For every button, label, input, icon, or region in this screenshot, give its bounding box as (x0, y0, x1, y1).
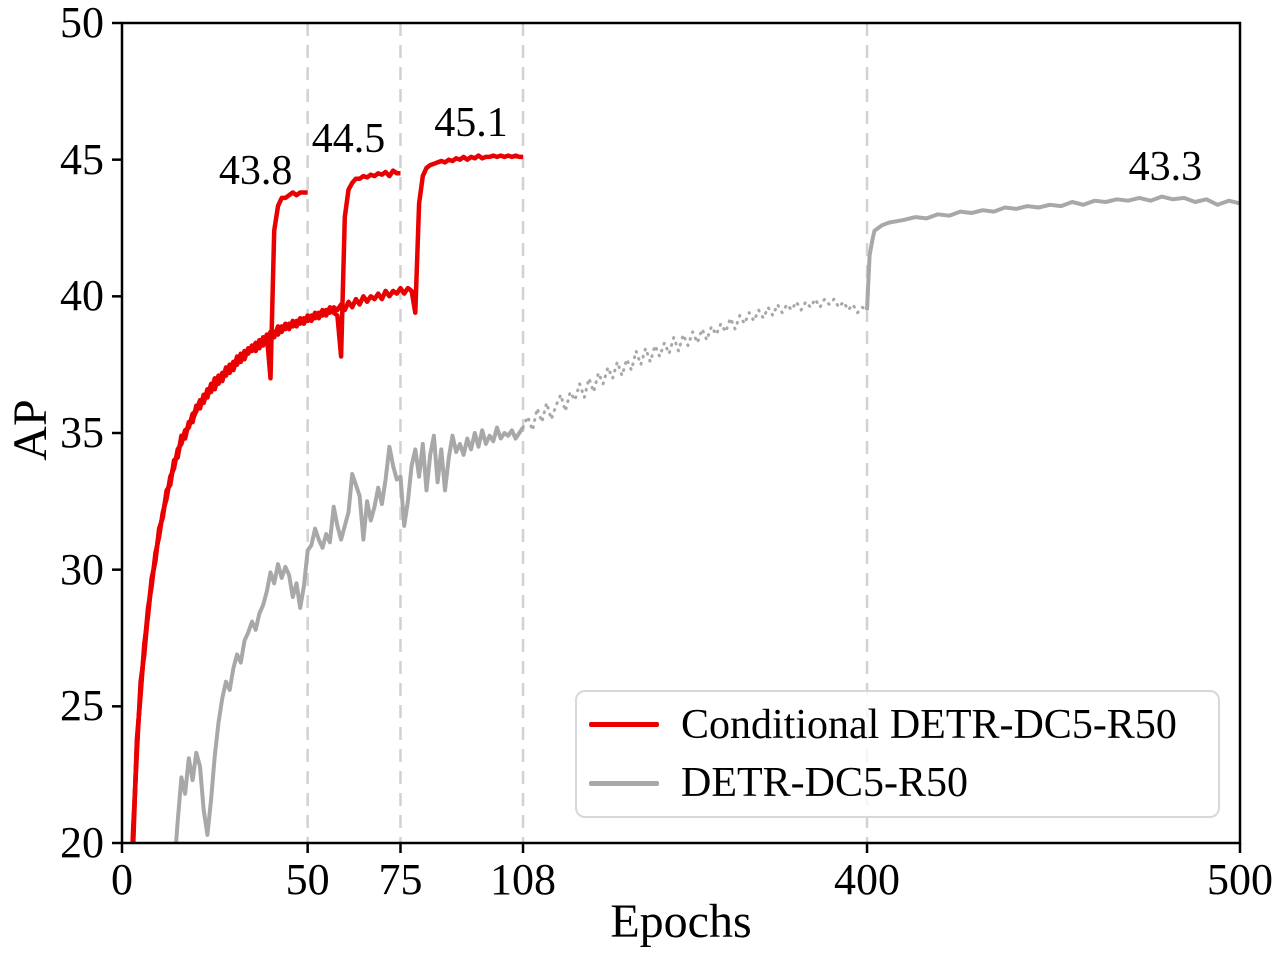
series-path-2-red (131, 153, 523, 843)
y-tick-label-50: 50 (60, 0, 104, 47)
y-tick-label-35: 35 (60, 408, 104, 457)
x-axis-label: Epochs (610, 895, 752, 948)
y-tick-label-40: 40 (60, 271, 104, 321)
red-line-sample-icon (589, 722, 659, 728)
y-tick-label-25: 25 (60, 681, 104, 731)
annotation-43.3: 43.3 (1128, 143, 1203, 190)
x-tick-label-400: 400 (834, 855, 901, 904)
x-tick-label-75: 75 (378, 855, 423, 904)
x-tick-label-50: 50 (285, 855, 330, 904)
legend-entry-detr: DETR-DC5-R50 (577, 755, 1218, 811)
y-axis-label: AP (4, 399, 57, 461)
series-path-3-gray (174, 425, 525, 843)
annotation-43.8: 43.8 (218, 147, 293, 194)
y-tick-label-30: 30 (60, 544, 104, 594)
gray-line-sample-icon (589, 780, 659, 786)
x-tick-label-108: 108 (490, 855, 557, 904)
y-tick-label-45: 45 (60, 134, 104, 184)
x-tick-label-500: 500 (1207, 855, 1273, 904)
x-tick-label-0: 0 (111, 855, 133, 904)
series-path-4-gray (521, 297, 869, 432)
annotation-44.5: 44.5 (311, 116, 386, 163)
legend-label: DETR-DC5-R50 (681, 760, 968, 807)
series-path-1-red (130, 168, 401, 843)
annotation-45.1: 45.1 (434, 99, 508, 146)
legend-box: Conditional DETR-DC5-R50 DETR-DC5-R50 (575, 690, 1220, 818)
legend-entry-conditional-detr: Conditional DETR-DC5-R50 (577, 697, 1218, 753)
y-tick-label-20: 20 (60, 818, 104, 867)
legend-label: Conditional DETR-DC5-R50 (681, 701, 1177, 748)
series-path-5-gray (865, 194, 1240, 311)
